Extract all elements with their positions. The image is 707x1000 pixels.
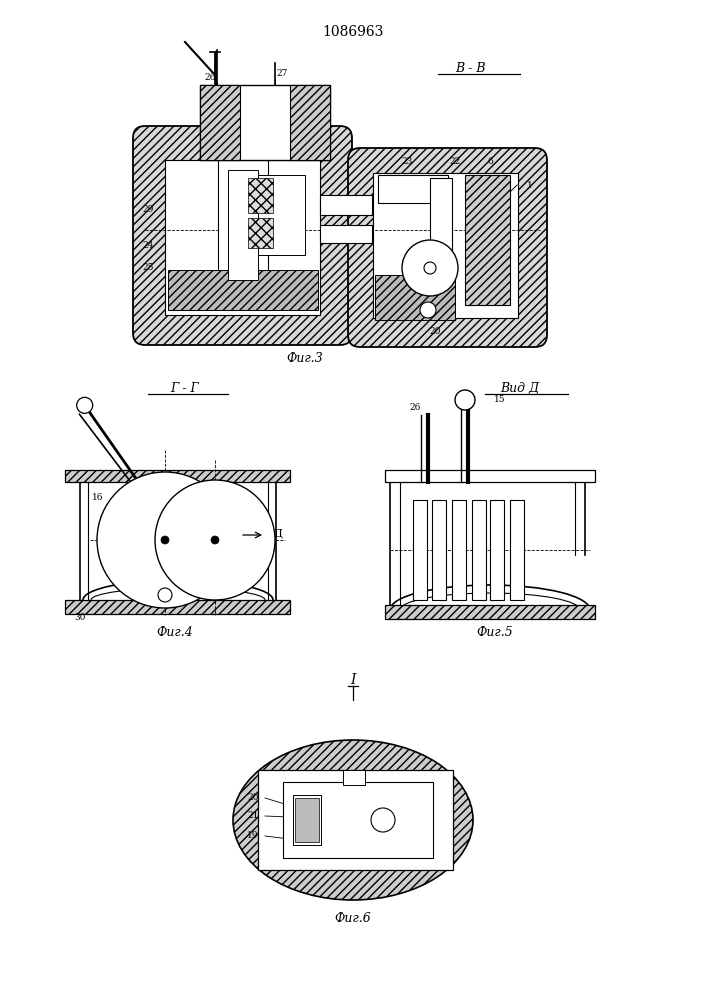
Bar xyxy=(452,500,466,600)
Text: В - В: В - В xyxy=(455,62,485,75)
Text: 27: 27 xyxy=(276,70,288,79)
Text: I: I xyxy=(350,673,356,687)
Text: 21: 21 xyxy=(247,812,259,820)
Bar xyxy=(200,85,240,160)
Text: Фиг.4: Фиг.4 xyxy=(157,626,194,639)
Text: 22: 22 xyxy=(450,157,461,166)
Bar xyxy=(510,500,524,600)
Bar xyxy=(258,770,453,870)
Circle shape xyxy=(371,808,395,832)
Bar xyxy=(430,178,452,258)
Circle shape xyxy=(161,536,169,544)
Text: Вид Д: Вид Д xyxy=(501,381,539,394)
Text: 16: 16 xyxy=(92,493,104,502)
Text: 1086963: 1086963 xyxy=(322,25,384,39)
Bar xyxy=(432,500,446,600)
Bar xyxy=(385,605,595,619)
Bar xyxy=(168,270,318,310)
Text: 29: 29 xyxy=(204,484,216,492)
FancyBboxPatch shape xyxy=(348,148,547,347)
Bar xyxy=(320,225,372,243)
Circle shape xyxy=(424,262,436,274)
Circle shape xyxy=(97,472,233,608)
Text: Д: Д xyxy=(274,528,283,538)
Circle shape xyxy=(155,480,275,600)
Bar xyxy=(343,770,365,785)
Bar xyxy=(472,500,486,600)
Bar xyxy=(248,178,273,213)
Text: 19: 19 xyxy=(247,832,259,840)
Text: 20: 20 xyxy=(429,328,440,336)
Bar xyxy=(165,160,320,315)
Bar xyxy=(218,160,268,290)
Text: 15: 15 xyxy=(494,395,506,404)
Text: 28: 28 xyxy=(149,484,160,492)
Text: 20: 20 xyxy=(247,794,259,802)
Text: 29: 29 xyxy=(142,206,153,215)
Bar xyxy=(375,275,455,320)
Circle shape xyxy=(402,240,458,296)
Bar xyxy=(295,798,319,842)
Circle shape xyxy=(455,390,475,410)
Circle shape xyxy=(76,397,93,413)
Bar xyxy=(228,170,258,280)
Bar xyxy=(490,500,504,600)
Text: 25: 25 xyxy=(142,263,153,272)
Text: 31: 31 xyxy=(245,516,256,524)
Bar xyxy=(290,85,330,160)
Text: Фиг.6: Фиг.6 xyxy=(334,912,371,924)
Bar xyxy=(65,470,290,482)
Bar xyxy=(65,600,290,614)
Circle shape xyxy=(158,588,172,602)
Text: 30: 30 xyxy=(74,613,86,622)
Bar xyxy=(385,470,595,482)
Text: Фиг.3: Фиг.3 xyxy=(286,352,323,364)
Text: 24: 24 xyxy=(142,240,153,249)
Bar xyxy=(320,195,372,215)
Bar xyxy=(248,218,273,248)
FancyBboxPatch shape xyxy=(133,126,352,345)
Text: 26: 26 xyxy=(204,74,216,83)
Circle shape xyxy=(420,302,436,318)
Bar xyxy=(245,175,305,255)
Bar xyxy=(293,795,321,845)
Text: 26: 26 xyxy=(409,403,421,412)
Bar xyxy=(283,782,433,858)
Bar xyxy=(200,85,330,160)
Bar xyxy=(465,175,510,305)
Ellipse shape xyxy=(233,740,473,900)
Text: Г - Г: Г - Г xyxy=(170,381,199,394)
Bar xyxy=(378,175,448,203)
Text: 1: 1 xyxy=(527,180,533,190)
Circle shape xyxy=(211,536,219,544)
Text: 23: 23 xyxy=(402,157,413,166)
Text: Фиг.5: Фиг.5 xyxy=(477,626,513,639)
Text: 6: 6 xyxy=(487,157,493,166)
Bar xyxy=(413,500,427,600)
Bar xyxy=(373,173,518,318)
